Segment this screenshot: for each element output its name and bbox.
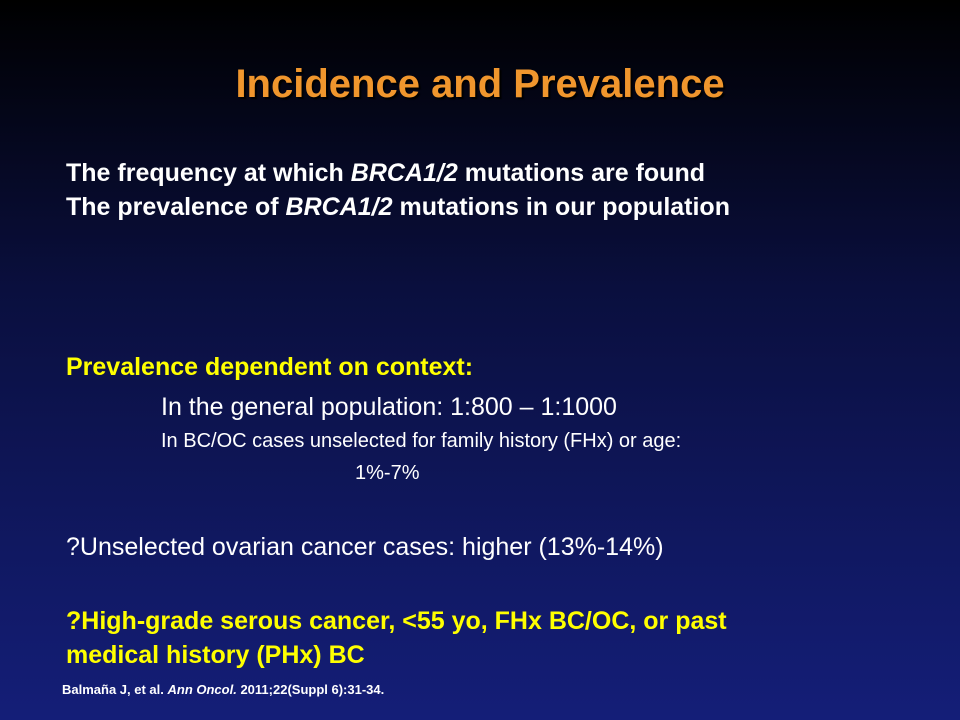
prevalence-line-text: The prevalence of bbox=[66, 193, 286, 221]
unselected-cases-line: In BC/OC cases unselected for family his… bbox=[161, 430, 682, 452]
citation-journal: Ann Oncol. bbox=[167, 682, 237, 697]
frequency-gene: BRCA1/2 bbox=[350, 159, 458, 187]
prevalence-line-end: mutations in our population bbox=[392, 193, 730, 221]
frequency-line: The frequency at which BRCA1/2 mutations… bbox=[66, 156, 926, 190]
prevalence-line: The prevalence of BRCA1/2 mutations in o… bbox=[66, 190, 926, 224]
ovarian-line: ?Unselected ovarian cancer cases: higher… bbox=[66, 533, 664, 561]
citation: Balmaña J, et al. Ann Oncol. 2011;22(Sup… bbox=[62, 682, 384, 697]
frequency-line-end: mutations are found bbox=[457, 159, 705, 187]
prevalence-heading: Prevalence dependent on context: bbox=[66, 353, 474, 381]
highgrade-line-1: ?High-grade serous cancer, <55 yo, FHx B… bbox=[66, 607, 727, 635]
frequency-line-text: The frequency at which bbox=[66, 159, 351, 187]
unselected-cases-value: 1%-7% bbox=[355, 462, 420, 484]
citation-authors: Balmaña J, et al. bbox=[62, 682, 168, 697]
highgrade-line-2: medical history (PHx) BC bbox=[66, 641, 365, 669]
prevalence-gene: BRCA1/2 bbox=[285, 193, 393, 221]
general-population-line: In the general population: 1:800 – 1:100… bbox=[161, 393, 617, 421]
citation-details: 2011;22(Suppl 6):31-34. bbox=[236, 682, 385, 697]
slide-title: Incidence and Prevalence bbox=[235, 62, 725, 106]
